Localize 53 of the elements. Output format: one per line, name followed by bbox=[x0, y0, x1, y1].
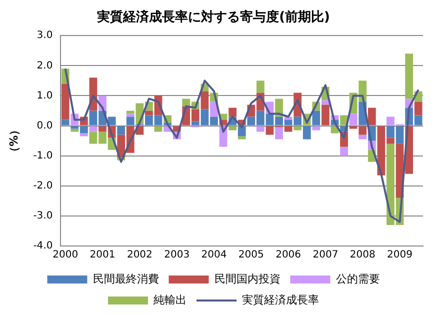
bar bbox=[126, 114, 134, 117]
bar bbox=[238, 136, 246, 140]
bar bbox=[358, 134, 367, 140]
y-tick-label: 0.0 bbox=[36, 120, 53, 132]
x-tick-label: 2000 bbox=[52, 250, 78, 261]
bar bbox=[256, 80, 264, 93]
bar bbox=[302, 126, 311, 140]
bar bbox=[340, 146, 348, 156]
bar bbox=[228, 126, 237, 130]
bar bbox=[368, 108, 376, 126]
bar bbox=[61, 84, 70, 120]
y-tick-label: 2.0 bbox=[36, 60, 53, 72]
bar bbox=[275, 127, 283, 140]
bar bbox=[89, 126, 98, 132]
legend-label: 公的需要 bbox=[336, 272, 380, 286]
x-tick-label: 2002 bbox=[126, 250, 152, 261]
bar bbox=[70, 128, 79, 132]
legend-label: 民間国内投資 bbox=[214, 272, 280, 286]
y-axis-title: （%） bbox=[7, 124, 20, 158]
bar bbox=[61, 120, 70, 126]
bar bbox=[256, 126, 264, 132]
y-tick-label: -4.0 bbox=[33, 240, 53, 252]
y-tick-label: 3.0 bbox=[36, 30, 53, 42]
legend-label: 純輸出 bbox=[154, 293, 186, 306]
x-tick-label: 2001 bbox=[90, 250, 116, 261]
bar bbox=[414, 102, 422, 116]
x-tick-label: 2003 bbox=[164, 250, 190, 261]
bar bbox=[322, 100, 330, 105]
chart-title: 実質経済成長率に対する寄与度(前期比) bbox=[96, 9, 330, 26]
legend-label: 民間最終消費 bbox=[92, 272, 159, 286]
bar bbox=[238, 126, 246, 136]
x-tick-label: 2004 bbox=[201, 250, 227, 261]
bar bbox=[349, 114, 358, 126]
y-tick-label: -3.0 bbox=[33, 210, 53, 222]
legend-label: 実質経済成長率 bbox=[242, 293, 319, 306]
bar bbox=[200, 91, 209, 110]
bar bbox=[228, 108, 237, 117]
x-tick-label: 2007 bbox=[312, 250, 338, 261]
y-tick-label: -1.0 bbox=[33, 150, 53, 162]
bar bbox=[322, 104, 330, 126]
bar bbox=[312, 110, 320, 126]
x-tick-label: 2005 bbox=[238, 250, 264, 261]
bar bbox=[108, 116, 116, 126]
bar bbox=[154, 126, 162, 132]
bar bbox=[117, 126, 126, 135]
bar bbox=[312, 126, 320, 130]
bar bbox=[80, 133, 88, 136]
x-tick-label: 2009 bbox=[387, 250, 413, 261]
x-tick-label: 2008 bbox=[350, 250, 376, 261]
x-tick-label: 2006 bbox=[276, 250, 302, 261]
y-tick-label: -2.0 bbox=[33, 180, 53, 192]
bar bbox=[294, 126, 302, 130]
y-tick-label: 1.0 bbox=[36, 90, 53, 102]
